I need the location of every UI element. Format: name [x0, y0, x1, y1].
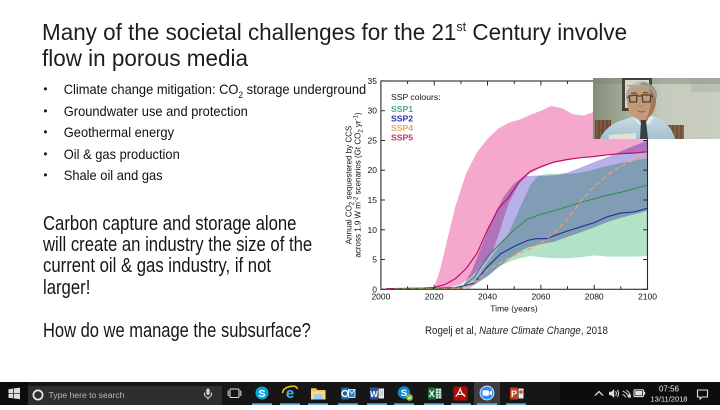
- svg-text:SSP1: SSP1: [391, 104, 413, 114]
- svg-text:13/11/2018: 13/11/2018: [651, 394, 688, 403]
- svg-text:2080: 2080: [585, 292, 604, 302]
- svg-text:Annual CO2 sequestered by CCS: Annual CO2 sequestered by CCS: [345, 126, 356, 245]
- svg-text:2040: 2040: [478, 292, 497, 302]
- svg-text:Time (years): Time (years): [490, 304, 538, 314]
- svg-text:SSP5: SSP5: [391, 133, 413, 143]
- svg-text:SSP4: SSP4: [391, 123, 413, 133]
- svg-text:0: 0: [372, 284, 377, 294]
- svg-text:W: W: [370, 389, 379, 399]
- svg-text:2000: 2000: [371, 292, 390, 302]
- svg-text:10: 10: [368, 225, 378, 235]
- svg-text:5: 5: [372, 255, 377, 265]
- svg-text:S: S: [258, 387, 265, 399]
- svg-text:S: S: [401, 388, 407, 399]
- svg-text:X: X: [429, 388, 435, 398]
- svg-text:35: 35: [368, 76, 378, 86]
- svg-text:across 1.9 W m-2 scenarios (Gt: across 1.9 W m-2 scenarios (Gt CO2 yr-1): [354, 112, 365, 258]
- svg-text:SSP colours:: SSP colours:: [391, 92, 441, 102]
- svg-text:07:56: 07:56: [659, 384, 680, 393]
- svg-text:2060: 2060: [531, 292, 550, 302]
- svg-text:30: 30: [368, 106, 378, 116]
- svg-text:P: P: [511, 389, 517, 399]
- svg-text:20: 20: [368, 165, 378, 175]
- svg-text:15: 15: [368, 195, 378, 205]
- svg-text:SSP2: SSP2: [391, 114, 413, 124]
- svg-text:2020: 2020: [425, 292, 444, 302]
- svg-text:2100: 2100: [638, 292, 657, 302]
- svg-text:Type here to search: Type here to search: [49, 390, 125, 400]
- svg-text:e: e: [286, 385, 294, 402]
- svg-text:25: 25: [368, 136, 378, 146]
